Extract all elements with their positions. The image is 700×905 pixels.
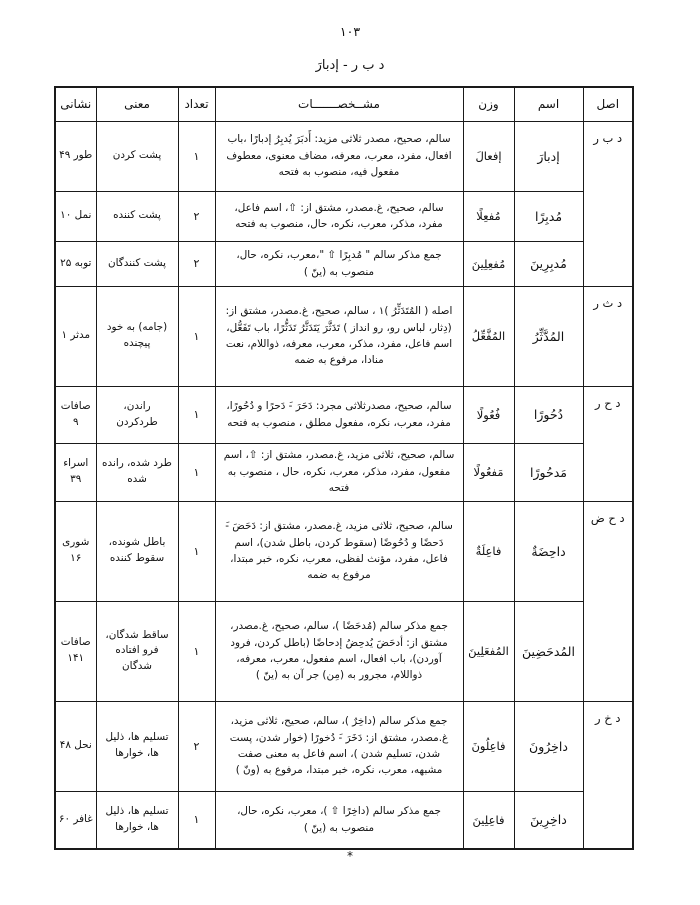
count-cell: ۱: [177, 790, 216, 850]
word-cell: إدبارَ: [513, 120, 584, 192]
root-cell: د خ ر: [582, 700, 634, 850]
table-row: د خ ر داخِرُونَ فاعِلُونَ جمع مذکر سالم …: [54, 700, 634, 850]
meaning-cell: (جامه) به خود پیچنده: [95, 285, 179, 387]
word-cell: مَدحُورًا: [513, 442, 584, 502]
count-cell: ۱: [177, 600, 216, 702]
details-cell: جمع مذکر سالم " مُدبِرًا ⇧ "،معرب، نکره،…: [214, 240, 464, 287]
table-row: د ح ض داحِضَةٌ فاعِلَةٌ سالم، صحیح، ثلاث…: [54, 500, 634, 702]
details-cell: سالم، صحیح، ثلاثی مزید، غ.مصدر، مشتق از:…: [214, 442, 464, 502]
word-cell: المُدحَضِینَ: [513, 600, 584, 702]
table-header-row: اصل اسم وزن مشــخصـــــــات تعداد معنی ن…: [54, 86, 634, 122]
footnote-asterisk: *: [347, 849, 353, 863]
table-row: د ح ر دُحُورًا فُعُولًا سالم، صحیح، مصدر…: [54, 385, 634, 502]
table-row: د ب ر إدبارَ إفعالَ سالم، صحیح، مصدر ثلا…: [54, 120, 634, 287]
header-pattern: وزن: [462, 86, 515, 122]
details-cell: سالم، صحیح، ثلاثی مزید، غ.مصدر، مشتق از:…: [214, 500, 464, 602]
reference-cell: صافات ۹: [54, 385, 97, 444]
table-row: مُدبِرًا مُفعِلًا سالم، صحیح، غ.مصدر، مش…: [54, 190, 633, 242]
root-cell: د ث ر: [582, 285, 634, 387]
reference-cell: اسراء ۳۹: [54, 442, 97, 502]
meaning-cell: راندن، طردکردن: [95, 385, 179, 444]
count-cell: ۱: [177, 285, 216, 387]
count-cell: ۱: [177, 385, 216, 444]
meaning-cell: پشت کردن: [95, 120, 179, 192]
header-reference: نشانی: [54, 86, 97, 122]
reference-cell: شوری ۱۶: [54, 500, 97, 602]
count-cell: ۲: [177, 190, 216, 242]
header-details: مشــخصـــــــات: [214, 86, 464, 122]
header-root: اصل: [582, 86, 634, 122]
count-cell: ۲: [177, 240, 216, 287]
meaning-cell: طرد شده، رانده شده: [95, 442, 179, 502]
word-cell: دُحُورًا: [513, 385, 584, 444]
details-cell: سالم، صحیح، مصدرثلاثی مجرد: دَحَرَ -َ دَ…: [214, 385, 464, 444]
meaning-cell: پشت کننده: [95, 190, 179, 242]
word-cell: داخِرِینَ: [513, 790, 584, 850]
table-row: داخِرِینَ فاعِلِینَ جمع مذکر سالم (داخِر…: [54, 790, 633, 850]
word-cell: مُدبِرِینَ: [513, 240, 584, 287]
word-cell: المُدَّثِّرُ: [513, 285, 584, 387]
morphology-table: اصل اسم وزن مشــخصـــــــات تعداد معنی ن…: [54, 86, 634, 850]
details-cell: سالم، صحیح، مصدر ثلاثی مزید: أَدبَرَ یُد…: [214, 120, 464, 192]
count-cell: ۱: [177, 500, 216, 602]
count-cell: ۱: [177, 120, 216, 192]
pattern-cell: فُعُولًا: [462, 385, 515, 444]
details-cell: جمع مذکر سالم (داخِرٌ )، سالم، صحیح، ثلا…: [214, 700, 464, 792]
header-count: تعداد: [177, 86, 216, 122]
meaning-cell: ساقط شدگان، فرو افتاده شدگان: [95, 600, 179, 702]
meaning-cell: پشت کنندگان: [95, 240, 179, 287]
pattern-cell: المُفعَلِینَ: [462, 600, 515, 702]
reference-cell: صافات ۱۴۱: [54, 600, 97, 702]
header-word: اسم: [513, 86, 584, 122]
pattern-cell: فاعِلِینَ: [462, 790, 515, 850]
reference-cell: غافر ۶۰: [54, 790, 97, 850]
root-cell: د ح ض: [582, 500, 634, 702]
table-row: د ث ر المُدَّثِّرُ المُفَّعِّلُ اصله ( ا…: [54, 285, 634, 387]
details-cell: اصله ( المُتَدَثِّرُ )۱ ، سالم، صحیح، غ.…: [214, 285, 464, 387]
count-cell: ۲: [177, 700, 216, 792]
pattern-cell: مُفعِلًا: [462, 190, 515, 242]
root-cell: د ب ر: [582, 120, 634, 287]
meaning-cell: باطل شونده، سقوط کننده: [95, 500, 179, 602]
details-cell: سالم، صحیح، غ.مصدر، مشتق از: ⇧، اسم فاعل…: [214, 190, 464, 242]
pattern-cell: فاعِلُونَ: [462, 700, 515, 792]
page-title: د ب ر - إدبارَ: [315, 58, 385, 73]
reference-cell: توبه ۲۵: [54, 240, 97, 287]
reference-cell: مدثر ۱: [54, 285, 97, 387]
pattern-cell: المُفَّعِّلُ: [462, 285, 515, 387]
header-meaning: معنی: [95, 86, 179, 122]
pattern-cell: مَفعُولًا: [462, 442, 515, 502]
table-row: مُدبِرِینَ مُفعِلِینَ جمع مذکر سالم " مُ…: [54, 240, 633, 287]
reference-cell: نحل ۴۸: [54, 700, 97, 792]
details-cell: جمع مذکر سالم (مُدحَضًا )، سالم، صحیح، غ…: [214, 600, 464, 702]
pattern-cell: إفعالَ: [462, 120, 515, 192]
meaning-cell: تسلیم ها، ذلیل ها، خوارها: [95, 700, 179, 792]
count-cell: ۱: [177, 442, 216, 502]
pattern-cell: فاعِلَةٌ: [462, 500, 515, 602]
details-cell: جمع مذکر سالم (داخِرًا ⇧ )، معرب، نکره، …: [214, 790, 464, 850]
table-row: مَدحُورًا مَفعُولًا سالم، صحیح، ثلاثی مز…: [54, 442, 633, 502]
table-row: المُدحَضِینَ المُفعَلِینَ جمع مذکر سالم …: [54, 600, 633, 702]
root-cell: د ح ر: [582, 385, 634, 502]
word-cell: مُدبِرًا: [513, 190, 584, 242]
page-number: ۱۰۳: [339, 24, 361, 39]
pattern-cell: مُفعِلِینَ: [462, 240, 515, 287]
reference-cell: طور ۴۹: [54, 120, 97, 192]
meaning-cell: تسلیم ها، ذلیل ها، خوارها: [95, 790, 179, 850]
reference-cell: نمل ۱۰: [54, 190, 97, 242]
word-cell: داحِضَةٌ: [513, 500, 584, 602]
word-cell: داخِرُونَ: [513, 700, 584, 792]
